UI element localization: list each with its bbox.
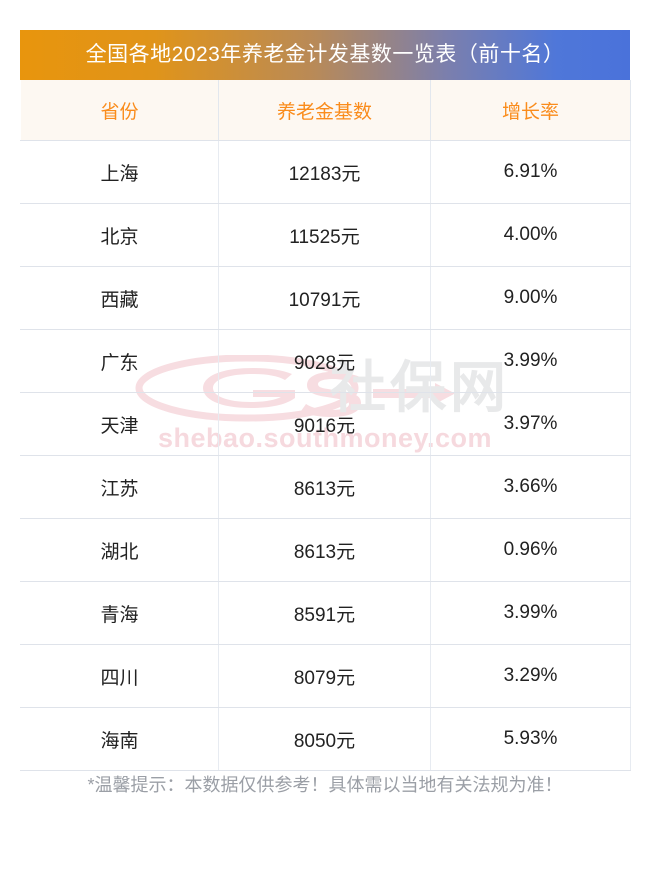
- pension-table: 省份 养老金基数 增长率 上海 12183元 6.91% 北京 11525元 4…: [20, 80, 631, 771]
- table-title-banner: 全国各地2023年养老金计发基数一览表（前十名）: [20, 30, 630, 80]
- pension-table-card: 全国各地2023年养老金计发基数一览表（前十名） 省份 养老金基数 增长率 上海…: [20, 30, 631, 771]
- cell-province: 广东: [20, 329, 219, 393]
- table-row: 湖北 8613元 0.96%: [20, 518, 631, 582]
- cell-rate: 3.99%: [430, 581, 631, 645]
- cell-rate: 9.00%: [430, 266, 631, 330]
- cell-province: 青海: [20, 581, 219, 645]
- cell-base: 9028元: [218, 329, 431, 393]
- table-row: 青海 8591元 3.99%: [20, 581, 631, 645]
- cell-base: 8050元: [218, 707, 431, 771]
- cell-base: 8079元: [218, 644, 431, 708]
- cell-rate: 3.97%: [430, 392, 631, 456]
- cell-rate: 3.66%: [430, 455, 631, 519]
- cell-rate: 0.96%: [430, 518, 631, 582]
- table-row: 江苏 8613元 3.66%: [20, 455, 631, 519]
- cell-province: 上海: [20, 140, 219, 204]
- cell-rate: 3.29%: [430, 644, 631, 708]
- table-head: 省份 养老金基数 增长率: [20, 80, 631, 141]
- column-header-base: 养老金基数: [218, 80, 431, 141]
- table-row: 上海 12183元 6.91%: [20, 140, 631, 204]
- cell-province: 西藏: [20, 266, 219, 330]
- cell-base: 10791元: [218, 266, 431, 330]
- column-header-rate: 增长率: [430, 80, 631, 141]
- cell-province: 海南: [20, 707, 219, 771]
- table-row: 海南 8050元 5.93%: [20, 707, 631, 771]
- cell-base: 9016元: [218, 392, 431, 456]
- cell-province: 湖北: [20, 518, 219, 582]
- cell-province: 北京: [20, 203, 219, 267]
- table-row: 西藏 10791元 9.00%: [20, 266, 631, 330]
- table-row: 天津 9016元 3.97%: [20, 392, 631, 456]
- cell-rate: 3.99%: [430, 329, 631, 393]
- cell-base: 11525元: [218, 203, 431, 267]
- cell-rate: 6.91%: [430, 140, 631, 204]
- cell-province: 四川: [20, 644, 219, 708]
- cell-base: 12183元: [218, 140, 431, 204]
- cell-rate: 5.93%: [430, 707, 631, 771]
- table-body: 上海 12183元 6.91% 北京 11525元 4.00% 西藏 10791…: [20, 140, 631, 771]
- cell-base: 8591元: [218, 581, 431, 645]
- cell-province: 江苏: [20, 455, 219, 519]
- cell-base: 8613元: [218, 455, 431, 519]
- table-header-row: 省份 养老金基数 增长率: [20, 80, 631, 141]
- footnote-text: *温馨提示：本数据仅供参考！具体需以当地有关法规为准！: [87, 775, 563, 795]
- cell-province: 天津: [20, 392, 219, 456]
- table-row: 北京 11525元 4.00%: [20, 203, 631, 267]
- cell-rate: 4.00%: [430, 203, 631, 267]
- cell-base: 8613元: [218, 518, 431, 582]
- column-header-province: 省份: [20, 80, 219, 141]
- table-row: 广东 9028元 3.99%: [20, 329, 631, 393]
- table-row: 四川 8079元 3.29%: [20, 644, 631, 708]
